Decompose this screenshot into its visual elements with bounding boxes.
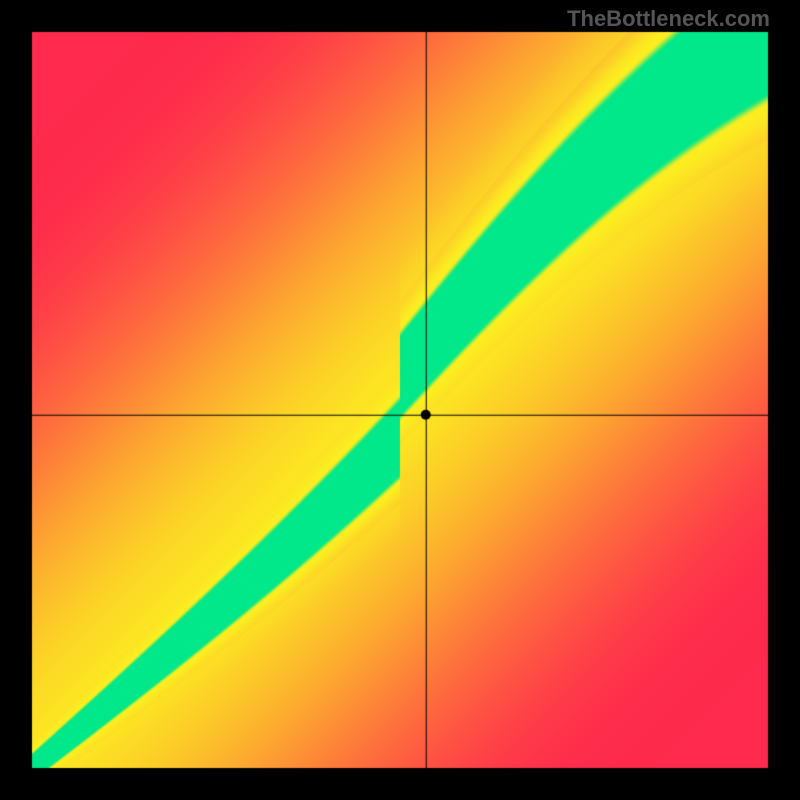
watermark-text: TheBottleneck.com [567,6,770,32]
chart-container: TheBottleneck.com [0,0,800,800]
heatmap-canvas [0,0,800,800]
